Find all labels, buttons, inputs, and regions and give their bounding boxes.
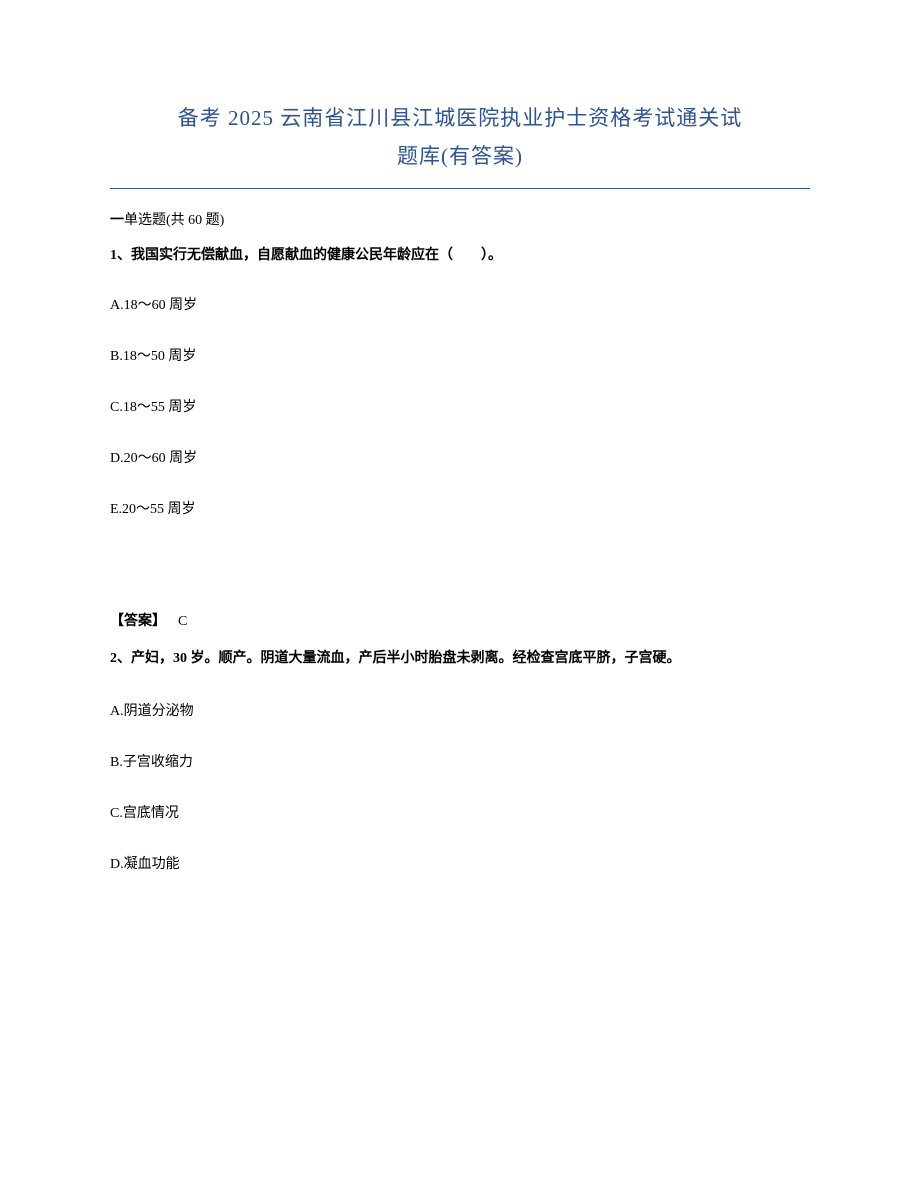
- question-1-option-a: A.18～60 周岁: [110, 295, 810, 316]
- question-2-option-d: D.凝血功能: [110, 854, 810, 875]
- question-1-stem: 1、我国实行无偿献血，自愿献血的健康公民年龄应在（ ）。: [110, 245, 810, 267]
- section-count: (共 60 题): [166, 213, 224, 228]
- answer-value: C: [178, 614, 187, 629]
- question-2-text: 产妇，30 岁。顺产。阴道大量流血，产后半小时胎盘未剥离。经检查宫底平脐，子宫硬…: [131, 651, 681, 666]
- question-2-option-a: A.阴道分泌物: [110, 701, 810, 722]
- title-line-2: 题库(有答案): [110, 138, 810, 176]
- title-underline: [110, 188, 810, 189]
- question-1-number: 1、: [110, 248, 131, 263]
- document-title: 备考 2025 云南省江川县江城医院执业护士资格考试通关试 题库(有答案): [110, 100, 810, 176]
- question-1-option-d: D.20～60 周岁: [110, 448, 810, 469]
- question-2-option-b: B.子宫收缩力: [110, 752, 810, 773]
- section-prefix: 一: [110, 213, 124, 228]
- question-1-option-e: E.20～55 周岁: [110, 499, 810, 520]
- answer-label: 【答案】: [110, 614, 166, 629]
- section-header: 一单选题(共 60 题): [110, 209, 810, 229]
- question-1-option-b: B.18～50 周岁: [110, 346, 810, 367]
- question-2-number: 2、: [110, 651, 131, 666]
- section-label: 单选题: [124, 213, 166, 228]
- title-line-1: 备考 2025 云南省江川县江城医院执业护士资格考试通关试: [110, 100, 810, 138]
- question-1-answer: 【答案】 C: [110, 610, 810, 630]
- question-1-option-c: C.18～55 周岁: [110, 397, 810, 418]
- question-2-stem: 2、产妇，30 岁。顺产。阴道大量流血，产后半小时胎盘未剥离。经检查宫底平脐，子…: [110, 646, 810, 673]
- question-2-option-c: C.宫底情况: [110, 803, 810, 824]
- question-1-text: 我国实行无偿献血，自愿献血的健康公民年龄应在（ ）。: [131, 248, 502, 263]
